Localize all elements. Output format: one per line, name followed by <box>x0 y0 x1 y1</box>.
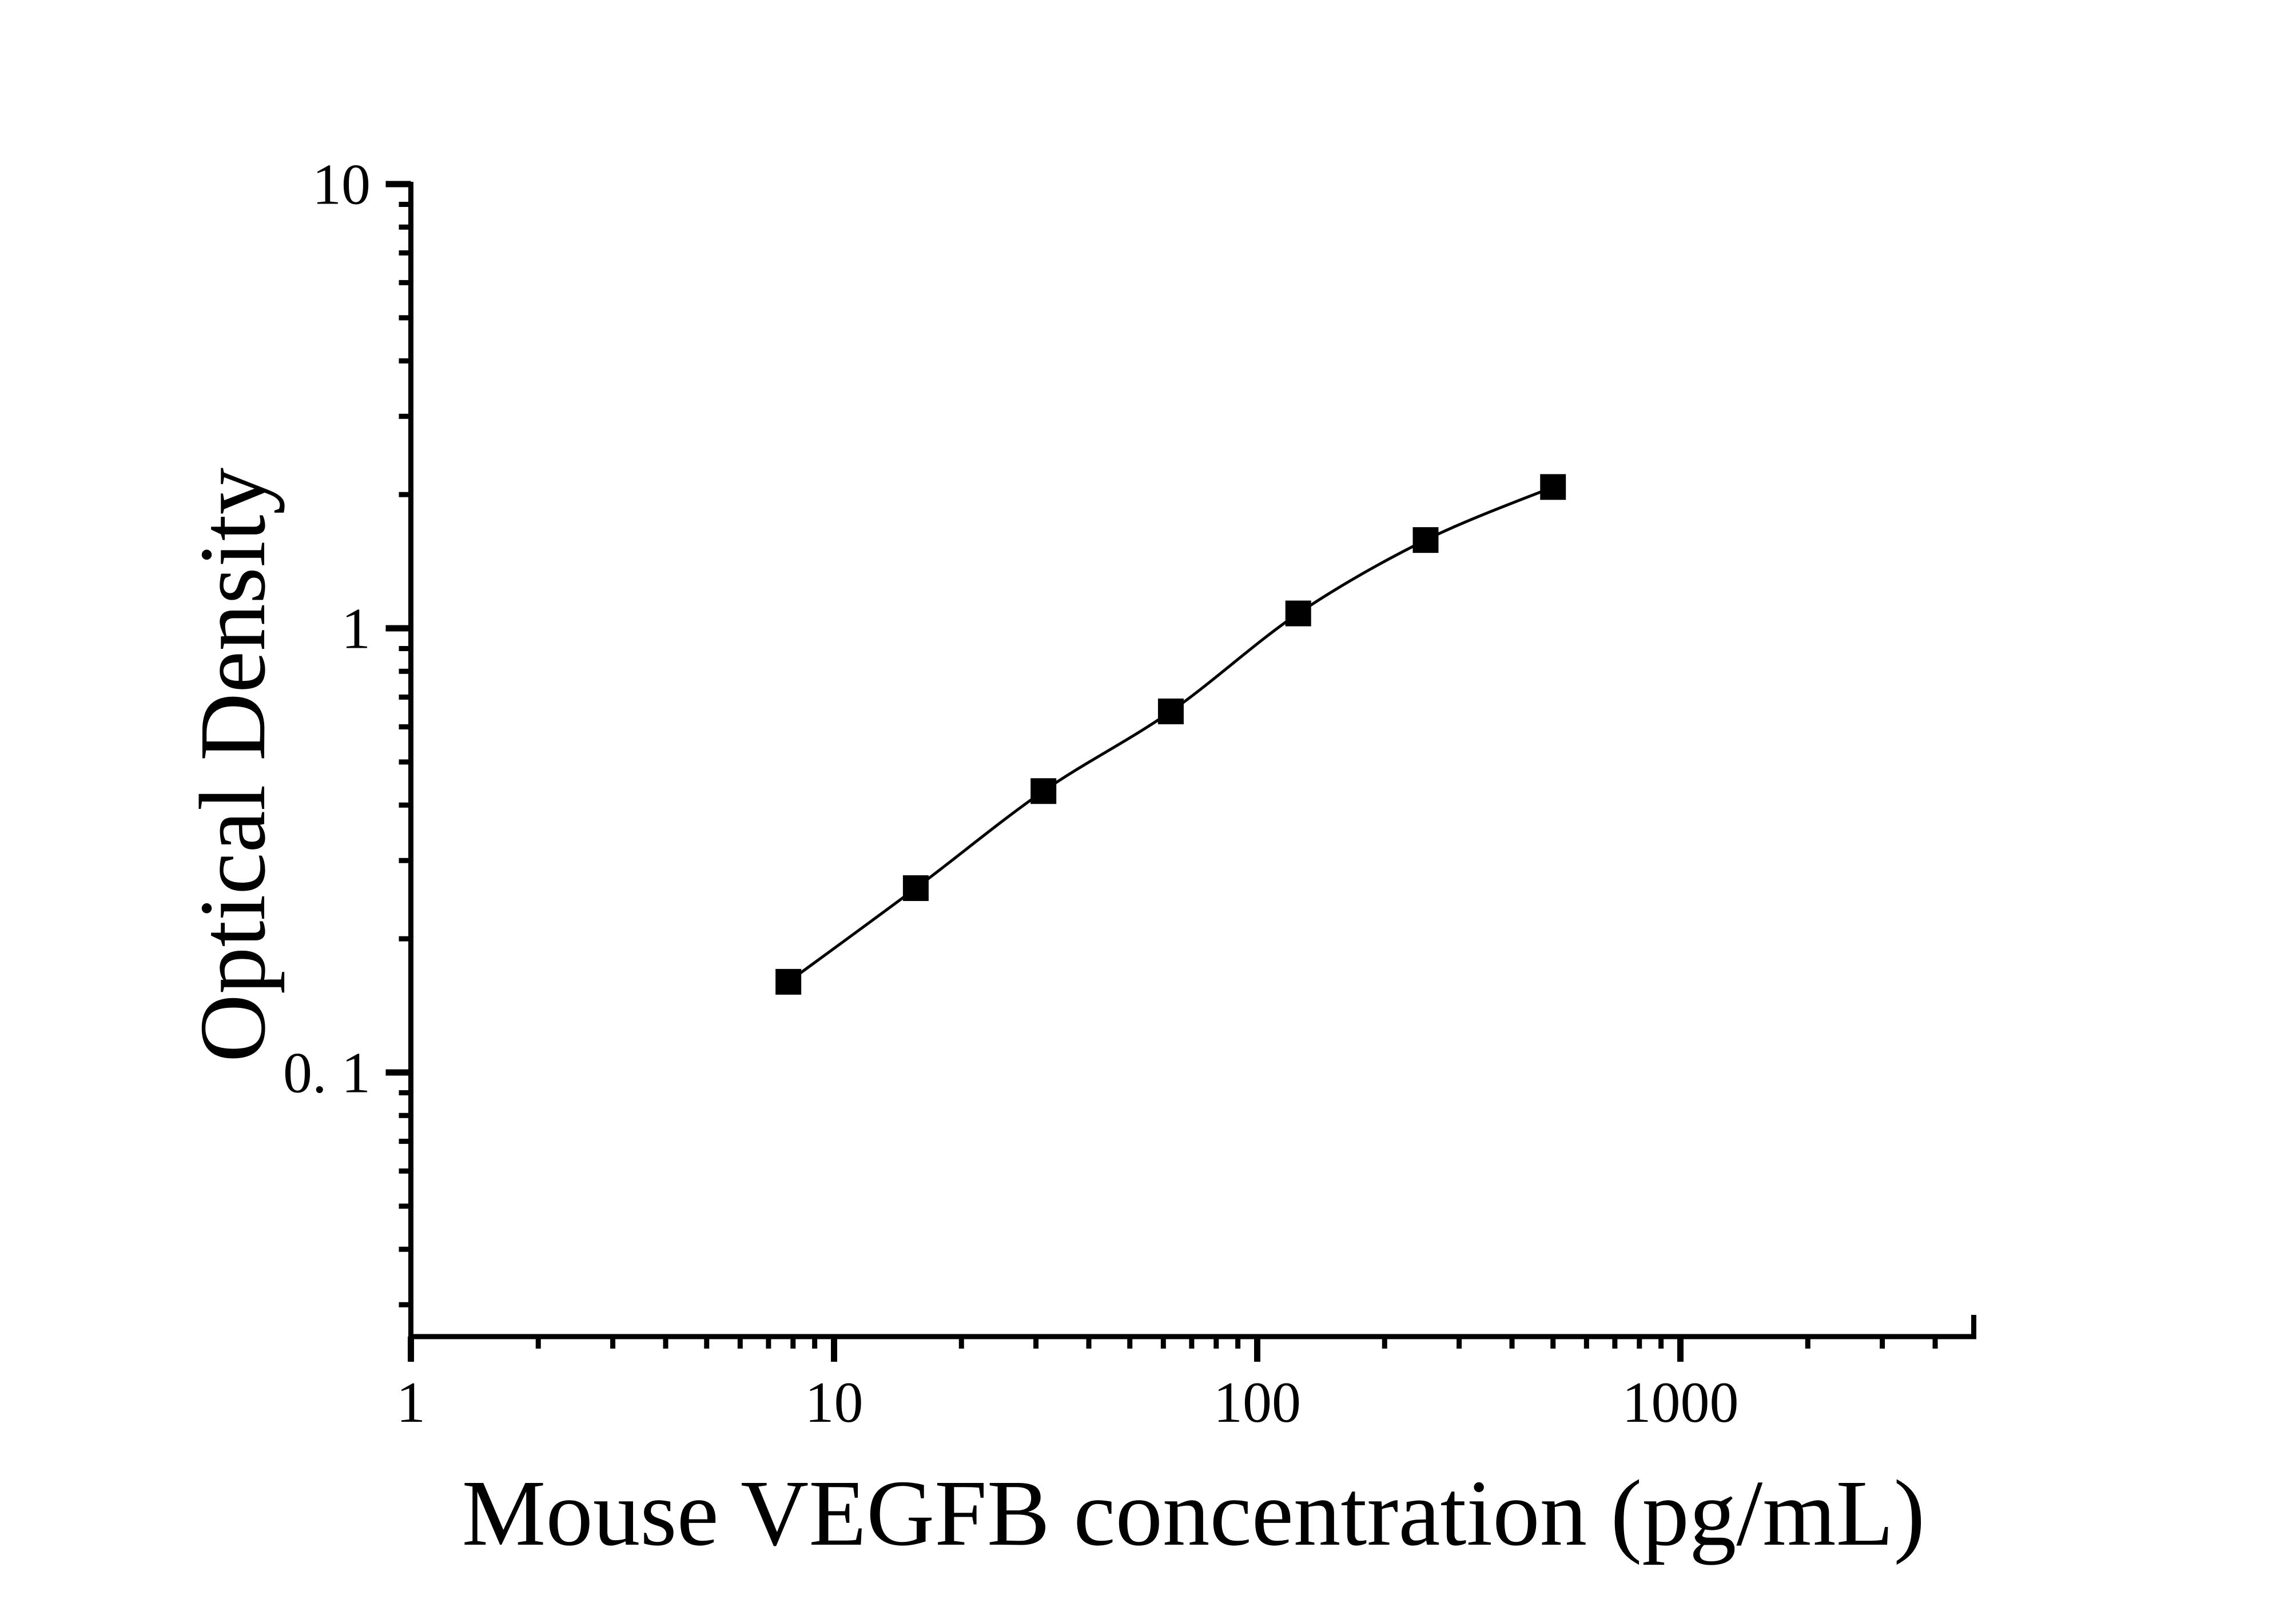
standard-curve-line <box>787 485 1554 983</box>
data-point-marker <box>1285 600 1311 627</box>
y-axis-tick-labels: 10 1 0. 1 <box>283 153 371 1106</box>
x-axis-title: Mouse VEGFB concentration (pg/mL) <box>462 1461 1925 1565</box>
x-axis-minor-ticks <box>535 1337 1938 1349</box>
y-axis-major-ticks <box>385 181 411 1076</box>
data-point-marker <box>1540 474 1566 500</box>
y-tick-label: 0. 1 <box>283 1041 371 1106</box>
data-point-marker <box>775 968 802 995</box>
x-tick-label: 10 <box>805 1370 864 1435</box>
axes <box>408 182 1976 1339</box>
data-point-marker <box>1412 527 1439 553</box>
x-axis-major-ticks <box>408 1337 1684 1362</box>
x-tick-label: 1 <box>396 1370 425 1435</box>
y-tick-label: 1 <box>341 597 371 661</box>
data-point-marker <box>1030 778 1057 804</box>
x-tick-label: 1000 <box>1622 1370 1739 1435</box>
y-tick-label: 10 <box>312 153 371 217</box>
y-axis-minor-ticks <box>399 202 411 1307</box>
x-axis-tick-labels: 1 10 100 1000 <box>396 1370 1739 1435</box>
x-tick-label: 100 <box>1213 1370 1301 1435</box>
y-axis-title: Optical Density <box>180 468 285 1062</box>
data-point-marker <box>902 875 929 902</box>
data-point-marker <box>1157 698 1184 724</box>
data-series <box>775 474 1566 995</box>
